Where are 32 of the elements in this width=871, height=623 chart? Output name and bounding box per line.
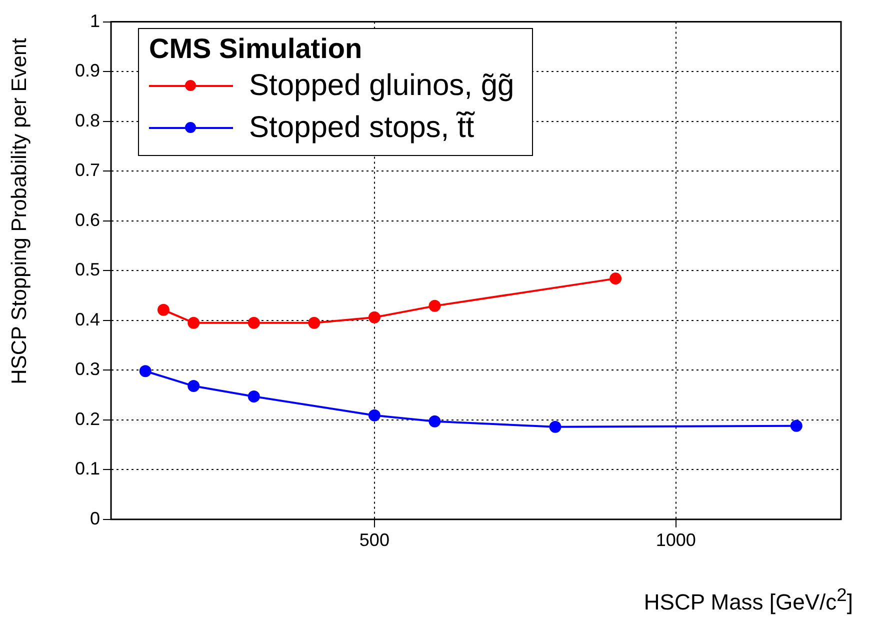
y-tick-label: 0.2 <box>74 408 100 429</box>
x-tick-label: 500 <box>359 530 390 550</box>
y-tick-label: 0.5 <box>74 260 100 280</box>
y-tick-label: 0.3 <box>74 359 100 380</box>
point <box>428 415 441 428</box>
y-tick-label: 0 <box>90 508 100 528</box>
point <box>428 300 441 312</box>
y-tick-label: 0.6 <box>74 210 100 230</box>
point <box>368 409 380 422</box>
point <box>157 304 170 316</box>
point <box>368 311 380 324</box>
point <box>188 316 200 329</box>
y-tick-label: 0.8 <box>74 110 100 130</box>
y-tick-label: 1 <box>90 10 100 31</box>
point <box>549 420 562 433</box>
point <box>610 272 622 285</box>
x-axis-title: HSCP Mass [GeV/c$^{2}$] <box>644 584 853 615</box>
point <box>790 420 802 432</box>
y-tick-label: 0.1 <box>74 458 100 479</box>
point <box>248 316 260 329</box>
y-tick-label: 0.9 <box>74 60 100 81</box>
point <box>248 390 260 402</box>
y-tick-label: 0.4 <box>74 309 100 330</box>
legend-title: CMS Simulation <box>149 33 364 65</box>
y-tick-label: 0.7 <box>74 160 100 180</box>
legend-label: Stopped gluinos, g̃g̃ <box>249 68 514 104</box>
y-axis-title: HSCP Stopping Probability per Event <box>8 38 32 384</box>
point <box>188 380 200 392</box>
point <box>139 365 152 378</box>
legend-label: Stopped stops, t̃t̃ <box>249 110 474 146</box>
point <box>308 316 320 329</box>
x-tick-label: 1000 <box>656 530 696 550</box>
